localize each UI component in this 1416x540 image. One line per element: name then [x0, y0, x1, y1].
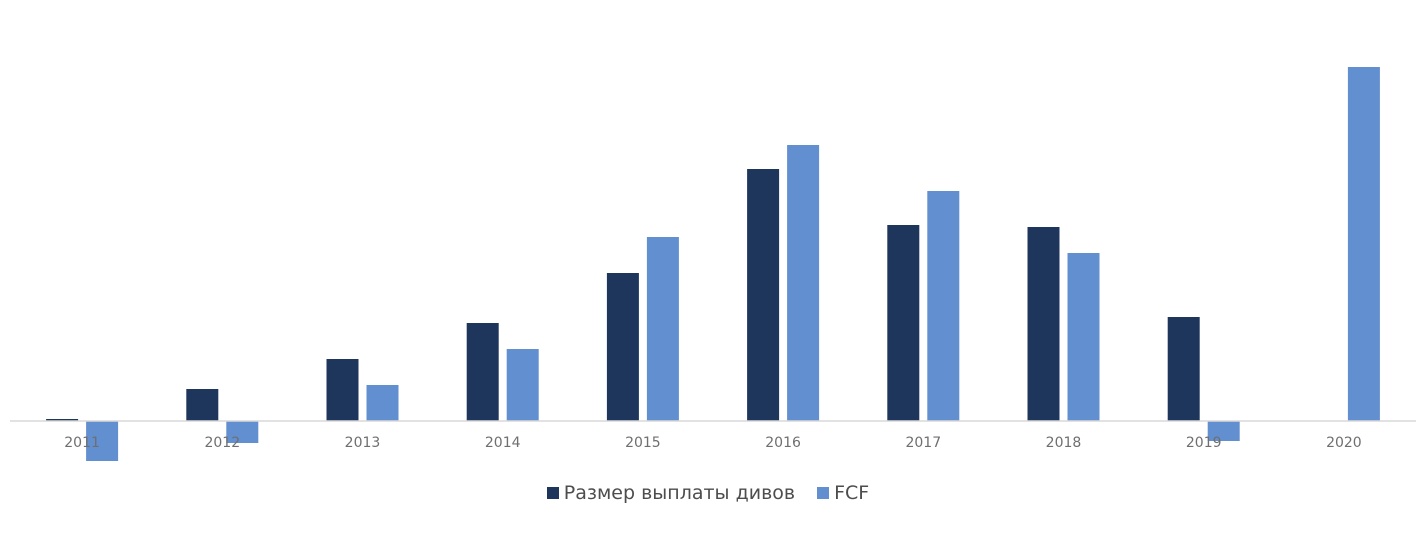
bar-fcf-2013 [366, 385, 399, 421]
bar-fcf-2019 [1207, 421, 1240, 441]
x-tick-label-2011: 2011 [64, 435, 100, 451]
bar-dividends-2014 [466, 323, 499, 421]
x-tick-label-2013: 2013 [345, 435, 381, 451]
legend-item-dividends: Размер выплаты дивов [546, 482, 796, 504]
bar-fcf-2015 [646, 237, 679, 421]
bar-dividends-2016 [747, 169, 780, 421]
x-tick-labels: 2011 2012 2013 2014 2015 2016 2017 2018 2019 2020 [64, 435, 1361, 451]
bars-layer [46, 67, 1380, 461]
x-tick-label-2017: 2017 [905, 435, 941, 451]
legend-swatch-fcf [817, 487, 830, 499]
legend: Размер выплаты дивов FCF [0, 482, 1416, 504]
bar-dividends-2012 [186, 389, 219, 421]
legend-swatch-dividends [546, 487, 559, 499]
x-tick-label-2015: 2015 [625, 435, 661, 451]
x-tick-label-2018: 2018 [1046, 435, 1082, 451]
bar-dividends-2017 [887, 225, 920, 421]
x-tick-label-2014: 2014 [485, 435, 521, 451]
bar-dividends-2018 [1027, 227, 1060, 421]
x-tick-label-2016: 2016 [765, 435, 801, 451]
bar-fcf-2012 [226, 421, 259, 443]
bar-dividends-2019 [1167, 317, 1200, 421]
bar-dividends-2011 [46, 419, 79, 421]
bar-fcf-2017 [927, 191, 960, 421]
legend-label-dividends: Размер выплаты дивов [563, 482, 796, 504]
bar-fcf-2011 [86, 421, 119, 461]
bar-fcf-2020 [1347, 67, 1380, 421]
x-tick-label-2012: 2012 [204, 435, 240, 451]
bar-fcf-2016 [787, 145, 820, 421]
legend-label-fcf: FCF [834, 482, 870, 504]
x-tick-label-2020: 2020 [1326, 435, 1362, 451]
bar-dividends-2013 [326, 359, 359, 421]
bar-fcf-2014 [506, 349, 539, 421]
legend-item-fcf: FCF [817, 482, 869, 504]
x-tick-label-2019: 2019 [1186, 435, 1222, 451]
bar-fcf-2018 [1067, 253, 1100, 421]
bar-dividends-2015 [606, 273, 639, 421]
